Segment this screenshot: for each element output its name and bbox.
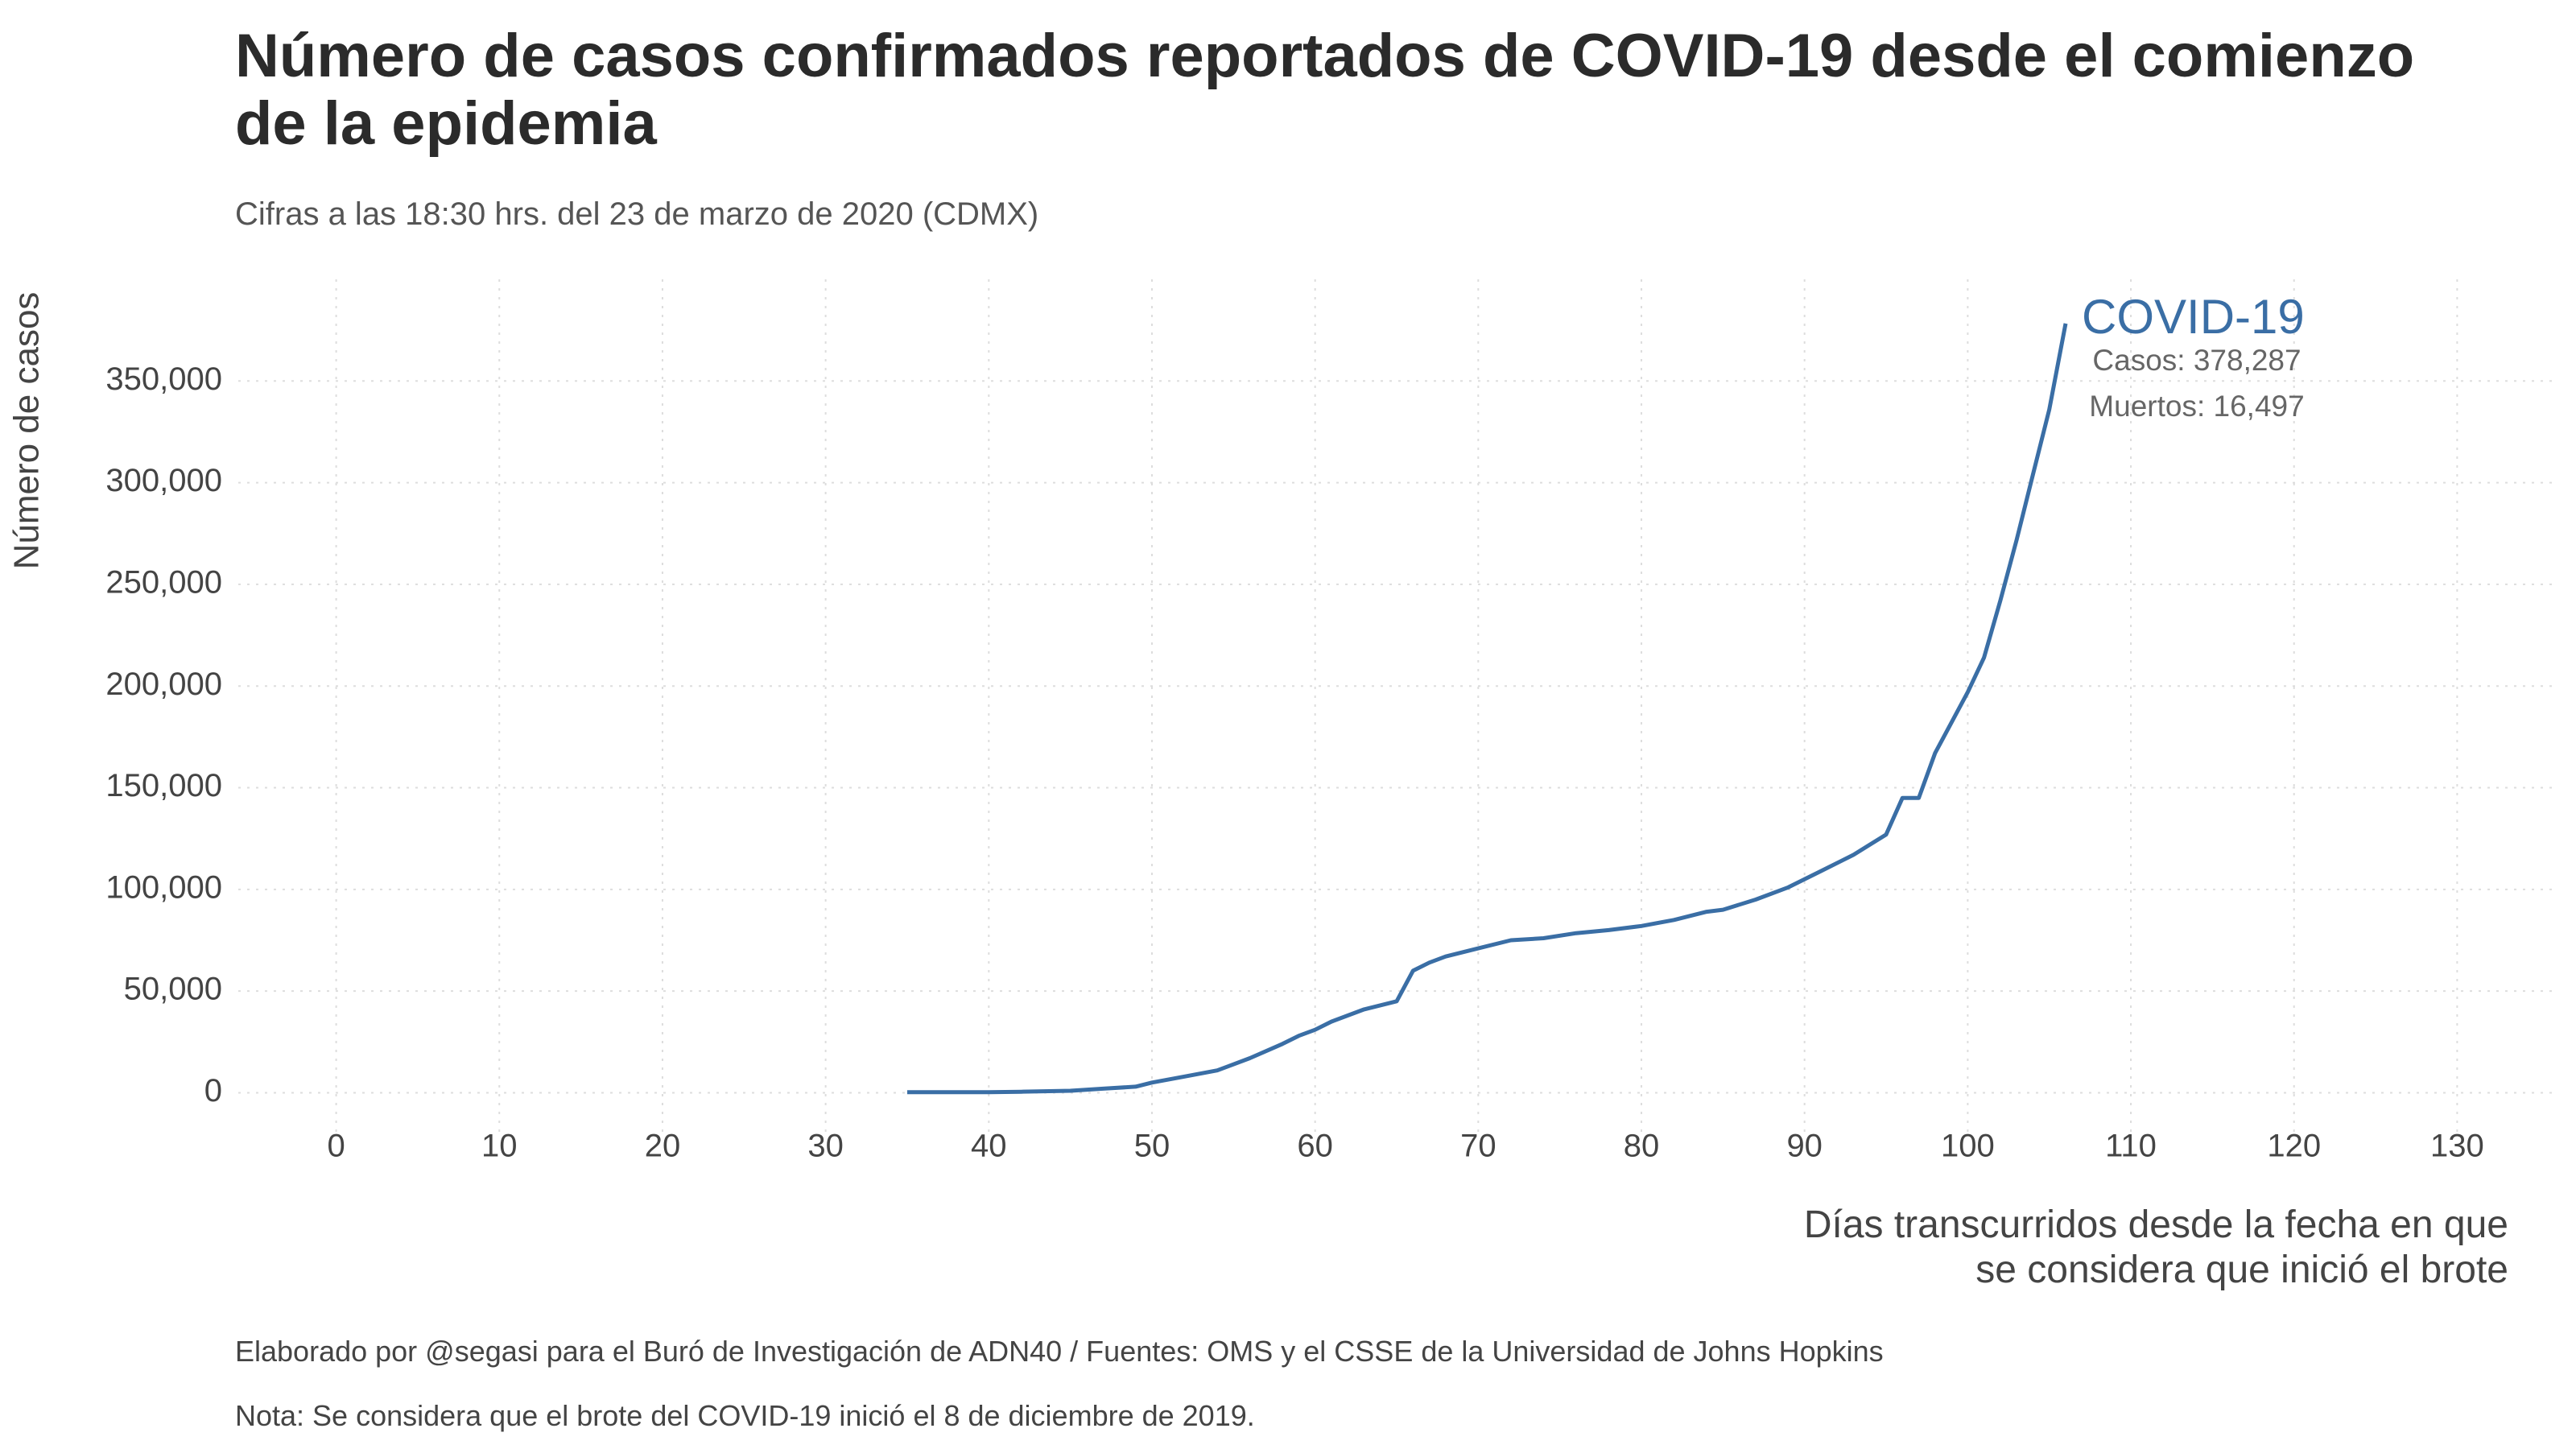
x-tick-label: 50 — [1134, 1129, 1170, 1164]
data-line — [906, 323, 2068, 1095]
annotation: Casos: 378,287 — [2092, 344, 2301, 377]
chart-subtitle: Cifras a las 18:30 hrs. del 23 de marzo … — [235, 196, 1039, 232]
y-tick-label: 300,000 — [105, 463, 222, 498]
footnote: Elaborado por @segasi para el Buró de In… — [235, 1335, 1884, 1368]
x-tick-label: 10 — [481, 1129, 518, 1164]
y-tick-label: 50,000 — [124, 972, 222, 1007]
x-tick-label: 100 — [1941, 1129, 1995, 1164]
x-tick-label: 60 — [1297, 1129, 1333, 1164]
x-tick-label: 130 — [2430, 1129, 2484, 1164]
x-tick-label: 70 — [1460, 1129, 1496, 1164]
y-tick-label: 0 — [204, 1073, 222, 1108]
y-tick-label: 250,000 — [105, 564, 222, 600]
x-axis-title: Días transcurridos desde la fecha en que… — [1803, 1203, 2508, 1291]
y-tick-label: 350,000 — [105, 361, 222, 397]
annotation: Muertos: 16,497 — [2089, 390, 2304, 423]
x-tick-label: 40 — [971, 1129, 1007, 1164]
footnote: Nota: Se considera que el brote del COVI… — [235, 1399, 1255, 1432]
x-tick-label: 120 — [2267, 1129, 2321, 1164]
series-label: COVID-19 — [2082, 290, 2305, 344]
x-tick-label: 30 — [807, 1129, 844, 1164]
chart-title: Número de casos confirmados reportados d… — [235, 22, 2415, 158]
x-tick-label: 80 — [1624, 1129, 1660, 1164]
y-tick-label: 150,000 — [105, 768, 222, 803]
y-tick-label: 200,000 — [105, 667, 222, 702]
x-tick-label: 90 — [1786, 1129, 1823, 1164]
y-tick-label: 100,000 — [105, 869, 222, 905]
y-axis-title: Número de casos — [7, 292, 47, 570]
x-tick-label: 20 — [645, 1129, 681, 1164]
x-tick-label: 0 — [327, 1129, 345, 1164]
x-tick-label: 110 — [2105, 1129, 2157, 1164]
